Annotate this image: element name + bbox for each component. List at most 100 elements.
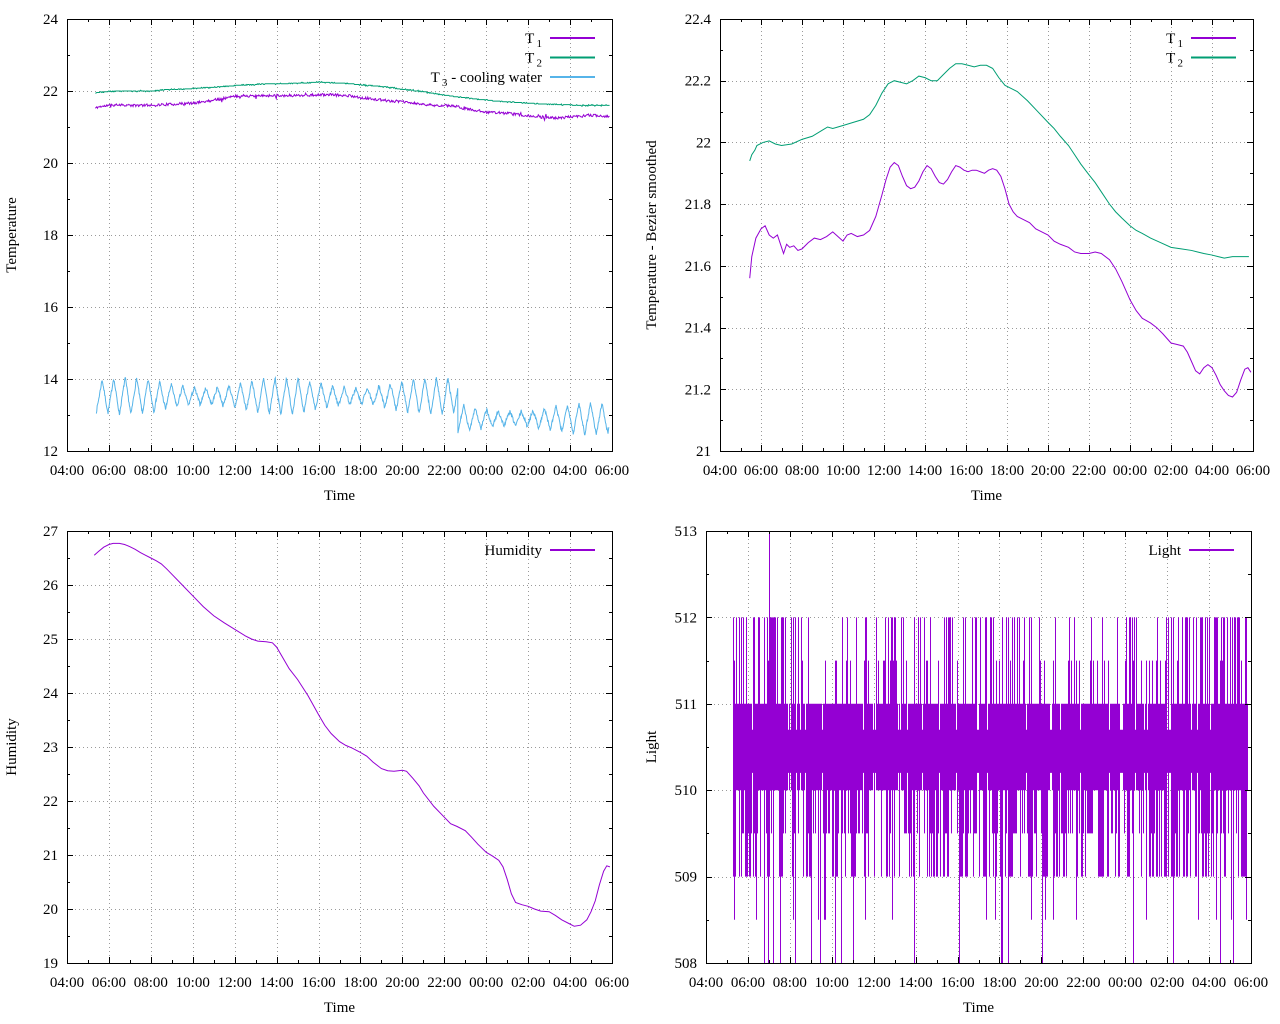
y-tick-label: 511 — [675, 697, 697, 713]
y-tick-label: 14 — [43, 372, 59, 388]
plot-series — [733, 531, 1248, 963]
series-t-1 — [749, 161, 1252, 398]
x-tick-label: 14:00 — [908, 463, 942, 479]
x-tick-label: 16:00 — [301, 975, 335, 991]
humidity-plot: 04:00 06:00 08:00 10:00 12:00 14:00 16:00 18:00… — [4, 524, 629, 1016]
x-tick-label: 10:00 — [176, 975, 210, 991]
legend-label: T 1 — [525, 31, 542, 50]
legend: Humidity — [484, 543, 595, 559]
x-tick-label: 20:00 — [385, 463, 419, 479]
x-tick-label: 10:00 — [826, 463, 860, 479]
x-tick-label: 04:00 — [50, 975, 84, 991]
x-tick-label: 06:00 — [731, 975, 765, 991]
y-tick-label: 27 — [43, 524, 59, 540]
x-axis-title: Time — [324, 488, 355, 504]
y-tick-label: 23 — [43, 740, 58, 756]
x-tick-label: 16:00 — [940, 975, 974, 991]
x-tick-label: 06:00 — [595, 975, 629, 991]
x-tick-label: 10:00 — [176, 463, 210, 479]
series-t-3-cooling-water — [95, 375, 610, 436]
axis-ticks — [706, 531, 1252, 964]
y-tick-label: 21 — [43, 848, 58, 864]
x-tick-label: 20:00 — [385, 975, 419, 991]
temperature-smoothed-plot: 04:00 06:00 08:00 10:00 12:00 14:00 16:00 18:00… — [644, 12, 1270, 504]
x-tick-label: 04:00 — [689, 975, 723, 991]
x-tick-label: 00:00 — [469, 463, 503, 479]
series-light — [733, 531, 1248, 963]
x-tick-label: 20:00 — [1024, 975, 1058, 991]
y-tick-label: 16 — [43, 300, 59, 316]
x-tick-label: 22:00 — [427, 975, 461, 991]
x-tick-label: 22:00 — [1072, 463, 1106, 479]
x-tick-label: 06:00 — [744, 463, 778, 479]
y-tick-label: 22 — [696, 135, 711, 151]
axis-ticks — [67, 531, 613, 964]
y-axis-title: Temperature — [4, 197, 20, 273]
x-tick-label: 14:00 — [260, 975, 294, 991]
y-tick-label: 19 — [43, 956, 58, 972]
x-tick-label: 16:00 — [301, 463, 335, 479]
x-tick-label: 00:00 — [469, 975, 503, 991]
y-tick-label: 22 — [43, 794, 58, 810]
y-tick-label: 21 — [696, 444, 711, 460]
light-plot: 04:00 06:00 08:00 10:00 12:00 14:00 16:00 18:00… — [644, 524, 1269, 1016]
tick-labels: 04:00 06:00 08:00 10:00 12:00 14:00 16:00 18:00… — [43, 524, 629, 991]
y-tick-label: 25 — [43, 632, 58, 648]
y-tick-label: 22.2 — [685, 74, 711, 90]
x-tick-label: 02:00 — [511, 975, 545, 991]
y-tick-label: 513 — [675, 524, 698, 540]
grid-lines — [67, 531, 612, 963]
x-tick-label: 06:00 — [92, 463, 126, 479]
y-tick-label: 20 — [43, 156, 58, 172]
axis-ticks — [67, 19, 613, 452]
plot-series — [93, 542, 611, 927]
tick-labels: 04:00 06:00 08:00 10:00 12:00 14:00 16:00 18:00… — [43, 12, 629, 479]
x-tick-label: 06:00 — [1234, 975, 1268, 991]
series-t-2 — [749, 63, 1249, 259]
x-tick-label: 04:00 — [553, 975, 587, 991]
series-t-2 — [95, 80, 610, 107]
x-tick-label: 10:00 — [815, 975, 849, 991]
x-tick-label: 18:00 — [343, 463, 377, 479]
x-tick-label: 06:00 — [92, 975, 126, 991]
y-tick-label: 20 — [43, 902, 58, 918]
x-tick-label: 04:00 — [1195, 463, 1229, 479]
chart-light: 04:00 06:00 08:00 10:00 12:00 14:00 16:00 18:00… — [640, 512, 1280, 1024]
temperature-plot: 04:00 06:00 08:00 10:00 12:00 14:00 16:00 18:00… — [4, 12, 629, 504]
x-tick-label: 14:00 — [899, 975, 933, 991]
x-axis-title: Time — [963, 1000, 994, 1016]
chart-humidity: 04:00 06:00 08:00 10:00 12:00 14:00 16:00 18:00… — [0, 512, 640, 1024]
legend-label: Humidity — [484, 543, 542, 559]
x-tick-label: 16:00 — [949, 463, 983, 479]
y-tick-label: 24 — [43, 686, 59, 702]
x-tick-label: 02:00 — [1154, 463, 1188, 479]
y-tick-label: 512 — [675, 610, 698, 626]
x-tick-label: 12:00 — [218, 975, 252, 991]
x-axis-title: Time — [324, 1000, 355, 1016]
y-tick-label: 24 — [43, 12, 59, 28]
y-tick-label: 21.4 — [685, 321, 712, 337]
x-tick-label: 08:00 — [134, 975, 168, 991]
legend: T 1T 2T 3 - cooling water — [431, 31, 595, 89]
y-tick-label: 22.4 — [685, 12, 712, 28]
y-axis-title: Light — [644, 730, 660, 763]
x-tick-label: 12:00 — [867, 463, 901, 479]
grid-lines — [720, 19, 1253, 451]
x-tick-label: 04:00 — [50, 463, 84, 479]
series-humidity — [93, 542, 611, 927]
x-tick-label: 18:00 — [982, 975, 1016, 991]
x-tick-label: 04:00 — [703, 463, 737, 479]
y-tick-label: 508 — [675, 956, 698, 972]
tick-labels: 04:00 06:00 08:00 10:00 12:00 14:00 16:00 18:00… — [675, 524, 1269, 991]
x-tick-label: 18:00 — [343, 975, 377, 991]
tick-labels: 04:00 06:00 08:00 10:00 12:00 14:00 16:00 18:00… — [685, 12, 1270, 479]
x-tick-label: 18:00 — [990, 463, 1024, 479]
axis-ticks — [720, 19, 1254, 452]
y-tick-label: 21.2 — [685, 382, 711, 398]
x-tick-label: 22:00 — [1066, 975, 1100, 991]
y-tick-label: 21.6 — [685, 259, 712, 275]
grid-lines — [67, 19, 612, 451]
y-tick-label: 22 — [43, 84, 58, 100]
series-t-1 — [94, 91, 610, 122]
